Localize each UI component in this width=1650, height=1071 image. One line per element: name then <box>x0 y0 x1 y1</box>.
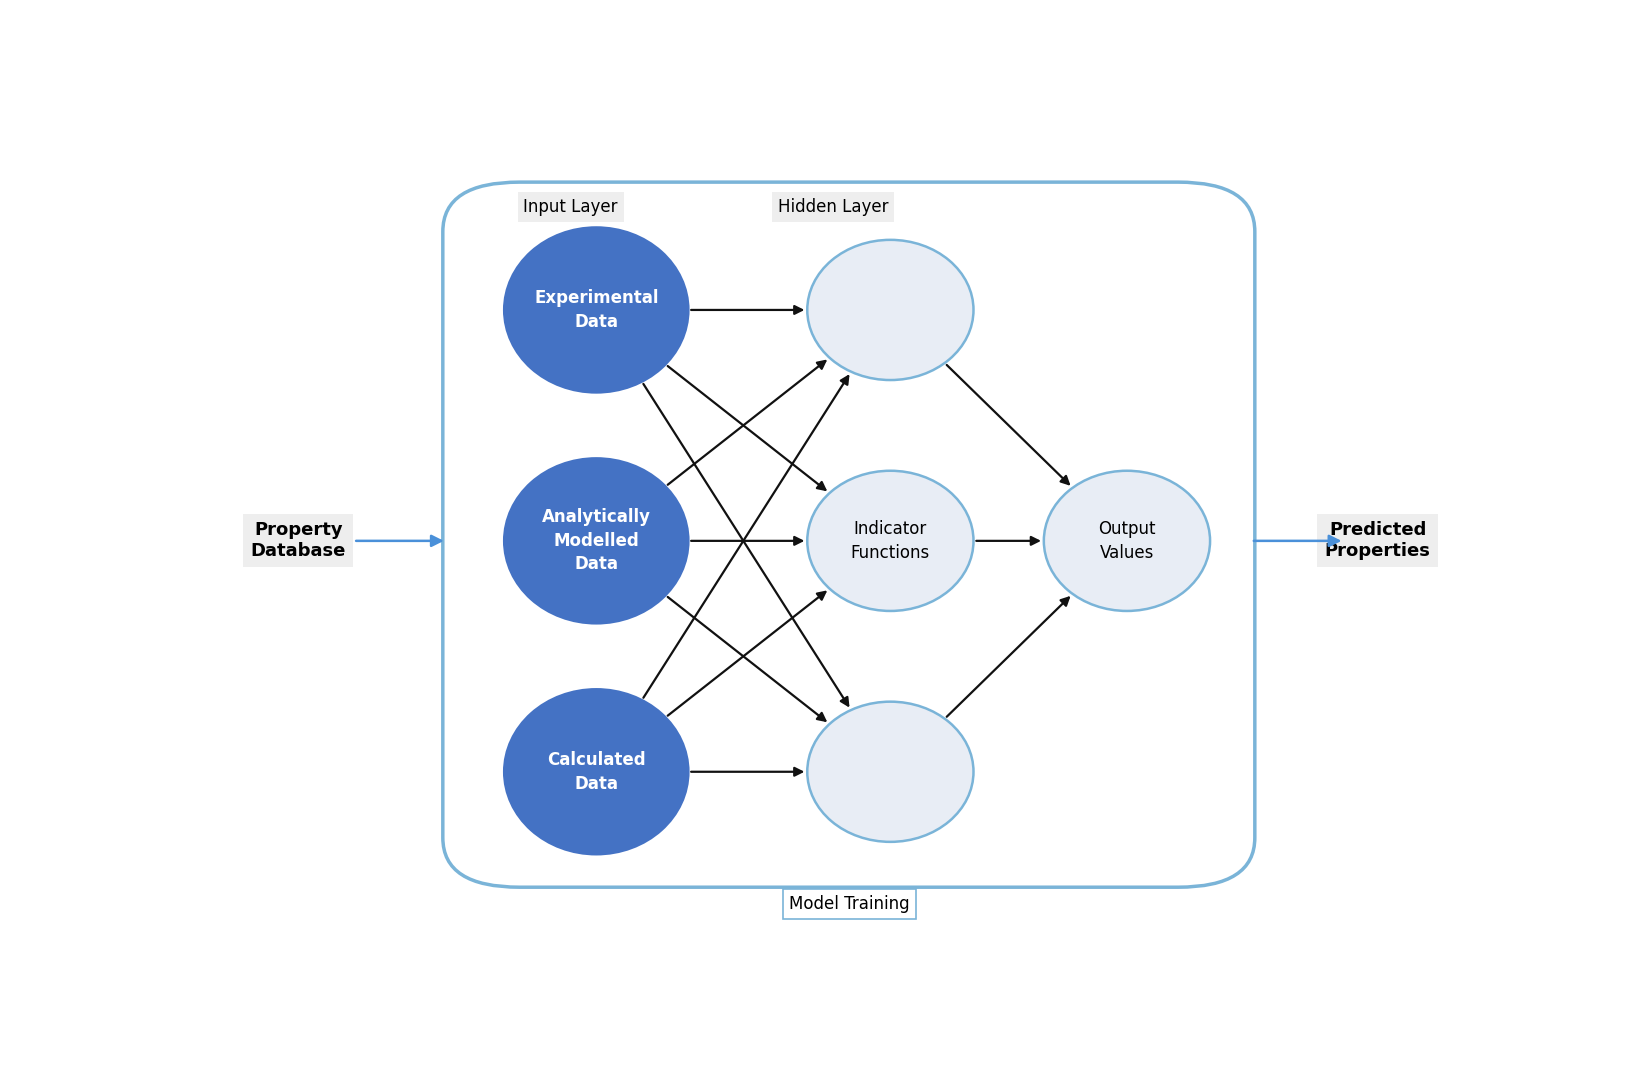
Ellipse shape <box>505 690 688 855</box>
Text: Input Layer: Input Layer <box>523 198 619 216</box>
Ellipse shape <box>807 240 974 380</box>
Text: Experimental
Data: Experimental Data <box>535 289 658 331</box>
FancyBboxPatch shape <box>442 182 1256 887</box>
Text: Model Training: Model Training <box>789 894 909 912</box>
Ellipse shape <box>505 458 688 623</box>
Ellipse shape <box>505 227 688 392</box>
Text: Property
Database: Property Database <box>251 522 346 560</box>
Ellipse shape <box>807 702 974 842</box>
Text: Calculated
Data: Calculated Data <box>546 751 645 793</box>
Ellipse shape <box>807 471 974 610</box>
Text: Hidden Layer: Hidden Layer <box>777 198 888 216</box>
Text: Predicted
Properties: Predicted Properties <box>1325 522 1431 560</box>
Ellipse shape <box>1044 471 1209 610</box>
Text: Output
Values: Output Values <box>1099 521 1155 561</box>
Text: Analytically
Modelled
Data: Analytically Modelled Data <box>541 509 650 573</box>
Text: Indicator
Functions: Indicator Functions <box>851 521 931 561</box>
